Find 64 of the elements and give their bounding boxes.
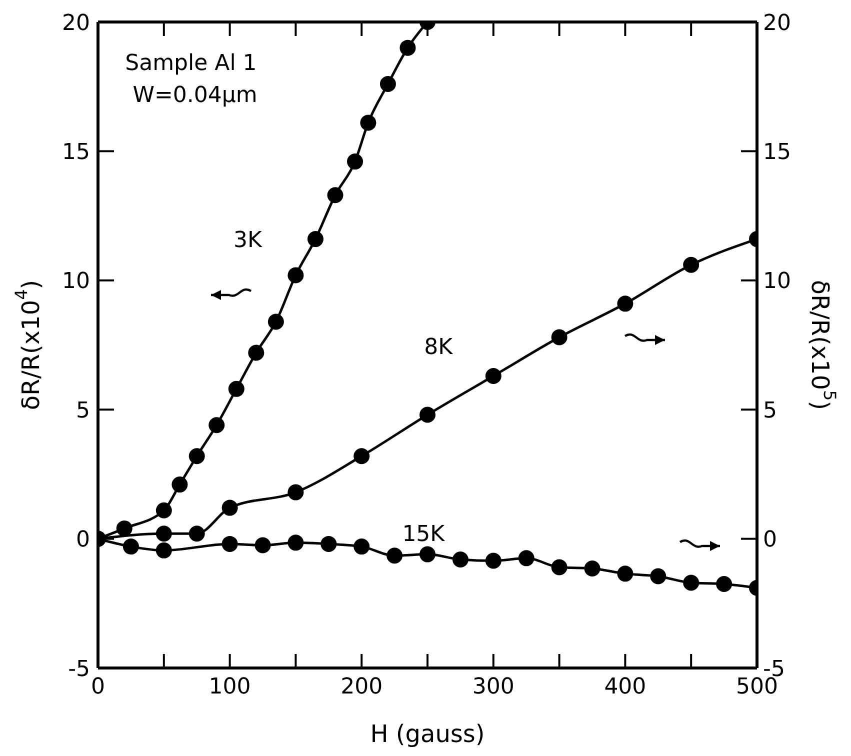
y-tick-label: 20 [62,10,90,36]
x-tick-label: 400 [604,674,646,700]
annotation: W=0.04μm [132,83,258,108]
point [222,500,238,516]
point [254,537,271,554]
y2-tick-label: 0 [763,528,777,553]
point [683,574,700,591]
point [518,550,534,566]
point [386,548,403,564]
point [268,314,284,330]
point [485,552,502,569]
point [617,566,634,582]
point [650,568,666,584]
point [420,546,436,562]
y-tick-label: 5 [76,398,90,424]
point [716,576,732,592]
y-tick-label: 10 [62,269,90,294]
point [188,448,205,464]
series-label: 8K [424,335,454,360]
point [288,534,304,551]
point [156,542,172,558]
series-label: 3K [233,228,262,254]
x-tick-label: 200 [340,674,383,700]
point [452,551,468,568]
series-label: 15K [402,522,446,547]
point [248,344,264,361]
point [400,40,416,56]
x-tick-label: 100 [208,674,251,700]
point [347,154,364,170]
point [208,417,225,434]
y2-tick-label: 10 [763,269,791,294]
point [307,231,324,248]
annotation: Sample Al 1 [125,51,257,76]
y-tick-label: 0 [76,528,90,553]
point [380,76,396,92]
point [188,526,205,542]
point [228,380,244,397]
x-tick-label: 300 [472,674,514,700]
y2-tick-label: 15 [763,140,791,166]
y-tick-label: -5 [68,656,90,682]
y2-tick-label: 5 [763,398,777,424]
point [156,526,172,542]
point [288,267,304,284]
point [617,296,634,312]
point [320,536,337,552]
point [485,368,502,384]
point [360,114,376,131]
x-axis-title: H (gauss) [370,720,485,748]
point [551,559,568,576]
point [354,538,370,555]
point [551,329,568,346]
y-tick-label: 15 [62,140,90,166]
point [354,448,370,464]
point [122,538,139,555]
point [327,187,344,204]
point [172,476,188,493]
point [683,256,700,273]
point [116,520,132,536]
point [288,484,304,500]
point [420,406,436,423]
y2-tick-label: 20 [763,10,791,36]
point [156,502,172,518]
point [222,536,238,552]
point [584,560,600,577]
